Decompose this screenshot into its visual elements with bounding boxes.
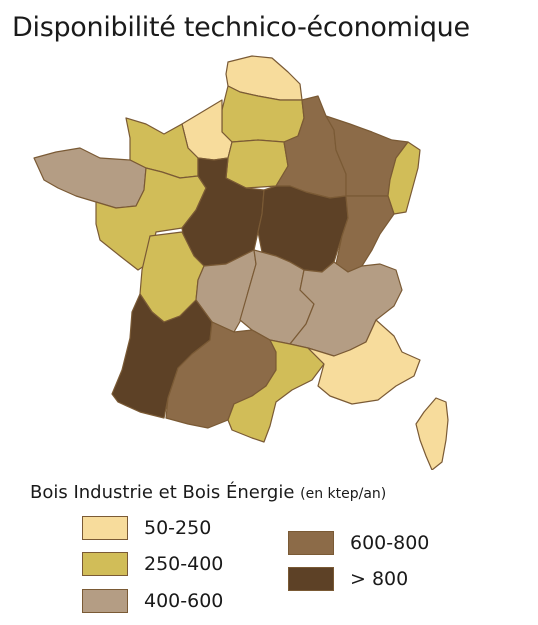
legend-title: Bois Industrie et Bois Énergie (en ktep/… [30, 482, 386, 503]
legend-item-50-250: 50-250 [82, 516, 211, 540]
legend-label: 250-400 [144, 553, 224, 575]
legend-title-text: Bois Industrie et Bois Énergie [30, 482, 295, 503]
legend-label: 600-800 [350, 532, 430, 554]
region-alsace [387, 141, 421, 215]
france-regions-map [33, 55, 449, 470]
legend-swatch [288, 567, 334, 591]
legend-label: 50-250 [144, 517, 212, 539]
legend-label: > 800 [350, 568, 409, 590]
region-paca [307, 319, 421, 405]
legend-label: 400-600 [144, 590, 224, 612]
legend-item-400-600: 400-600 [82, 589, 223, 613]
legend-swatch [288, 531, 334, 555]
legend-item-250-400: 250-400 [82, 552, 223, 576]
legend-item-600-800: 600-800 [288, 531, 429, 555]
region-bretagne [33, 147, 147, 209]
legend-swatch [82, 516, 128, 540]
map-title: Disponibilité technico-économique [12, 12, 470, 43]
legend-item-gt-800: > 800 [288, 567, 408, 591]
legend-swatch [82, 589, 128, 613]
region-corse [415, 397, 449, 470]
legend-swatch [82, 552, 128, 576]
legend-unit: (en ktep/an) [300, 486, 387, 502]
